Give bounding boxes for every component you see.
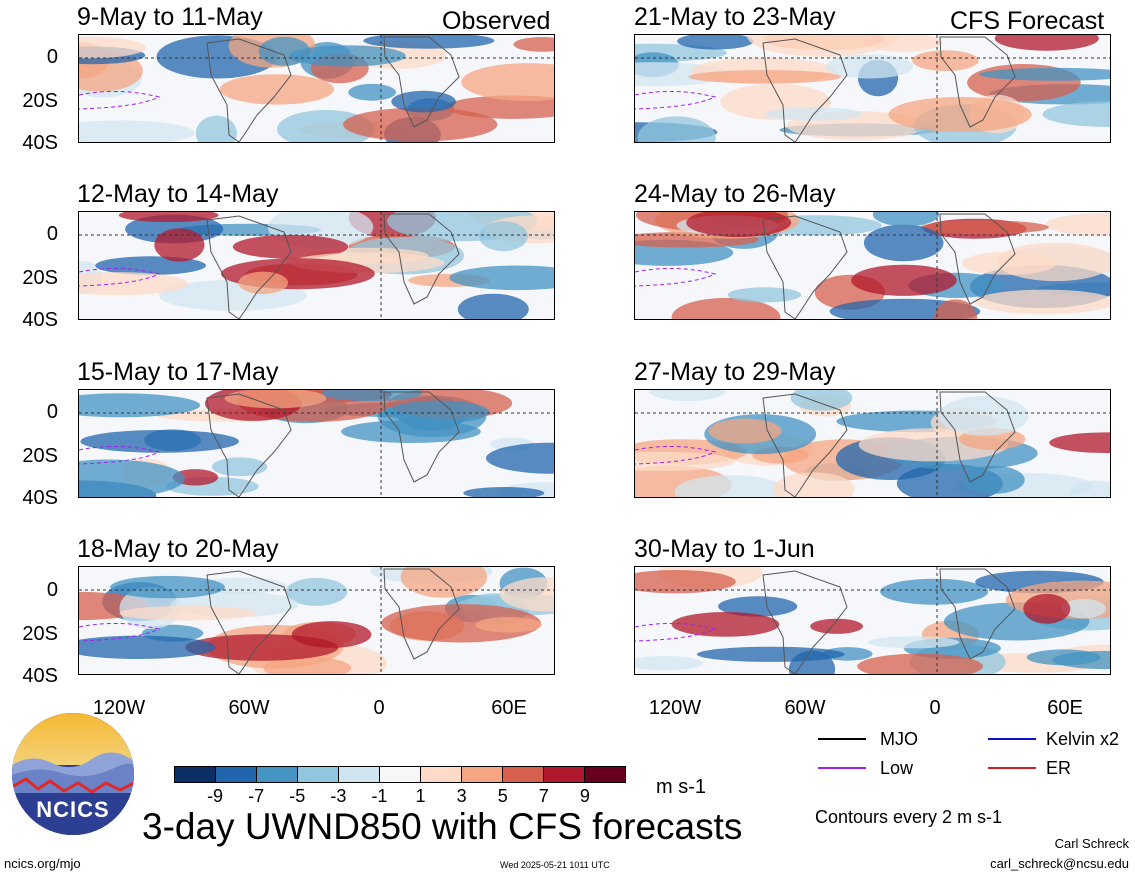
panel-title: 24-May to 26-May <box>634 180 836 208</box>
colorbar-swatch <box>216 767 257 782</box>
colorbar-swatch <box>421 767 462 782</box>
lon-label: 0 <box>929 697 941 719</box>
map-panel <box>634 34 1111 143</box>
colorbar-tick-label: 9 <box>579 786 590 806</box>
lon-label: 60W <box>784 697 826 719</box>
lon-label: 60E <box>1047 697 1083 719</box>
lat-label: 20S <box>22 267 58 289</box>
colorbar-swatch <box>339 767 380 782</box>
colorbar-tick-label: 5 <box>497 786 508 806</box>
panel-title: 30-May to 1-Jun <box>634 535 815 563</box>
footer-email[interactable]: carl_schreck@ncsu.edu <box>990 856 1129 871</box>
legend-line-kelvin <box>988 738 1036 740</box>
lat-label: 0 <box>46 46 58 68</box>
map-panel <box>78 34 555 143</box>
colorbar-swatch <box>585 767 625 782</box>
legend-label-kelvin: Kelvin x2 <box>1046 729 1120 749</box>
lat-label: 20S <box>22 623 58 645</box>
main-title: 3-day UWND850 with CFS forecasts <box>142 806 743 847</box>
colorbar-tick-label: 3 <box>456 786 467 806</box>
colorbar-swatch <box>298 767 339 782</box>
colorbar-swatch <box>544 767 585 782</box>
colorbar-swatch <box>175 767 216 782</box>
lat-label: 40S <box>22 132 58 154</box>
lon-label: 120W <box>92 697 146 719</box>
colorbar-tick-label: 1 <box>415 786 426 806</box>
panel-title: 21-May to 23-May <box>634 3 836 31</box>
logo-text: NCICS <box>36 797 110 822</box>
lon-label: 60W <box>228 697 270 719</box>
lat-label: 40S <box>22 665 58 687</box>
legend-line-er <box>988 767 1036 769</box>
lat-label: 20S <box>22 445 58 467</box>
map-graphic <box>79 35 554 142</box>
legend-line-mjo <box>818 738 866 740</box>
lat-label: 20S <box>22 90 58 112</box>
legend-label-low: Low <box>880 758 914 778</box>
lon-label: 120W <box>648 697 702 719</box>
map-panel <box>634 566 1111 675</box>
map-panel <box>78 211 555 320</box>
map-graphic <box>79 567 554 674</box>
legend-label-mjo: MJO <box>880 729 918 749</box>
legend-line-low <box>818 767 866 769</box>
colorbar-swatch <box>462 767 503 782</box>
colorbar <box>174 766 626 783</box>
colorbar-tick-label: -3 <box>330 786 347 806</box>
map-panel <box>634 211 1111 320</box>
colorbar-tick-label: 7 <box>538 786 549 806</box>
map-panel <box>78 566 555 675</box>
lat-label: 0 <box>46 223 58 245</box>
map-panel <box>78 389 555 498</box>
map-graphic <box>635 567 1110 674</box>
forecast-label: CFS Forecast <box>950 7 1105 35</box>
map-graphic <box>635 390 1110 497</box>
lon-label: 60E <box>491 697 527 719</box>
ncics-logo: NCICS <box>12 713 134 835</box>
footer-author: Carl Schreck <box>1054 836 1129 851</box>
panel-title: 27-May to 29-May <box>634 358 836 386</box>
map-panel <box>634 389 1111 498</box>
observed-label: Observed <box>442 7 551 35</box>
colorbar-swatch <box>380 767 421 782</box>
legend-label-er: ER <box>1046 758 1072 778</box>
colorbar-tick-label: -7 <box>248 786 265 806</box>
lat-label: 40S <box>22 487 58 509</box>
colorbar-units: m s-1 <box>656 776 706 798</box>
map-graphic <box>79 212 554 319</box>
map-graphic <box>635 212 1110 319</box>
panel-title: 18-May to 20-May <box>77 535 279 563</box>
colorbar-swatch <box>257 767 298 782</box>
map-graphic <box>79 390 554 497</box>
colorbar-tick-label: -9 <box>207 786 224 806</box>
panel-title: 9-May to 11-May <box>77 3 263 31</box>
lat-label: 0 <box>46 401 58 423</box>
colorbar-tick-label: -1 <box>371 786 388 806</box>
colorbar-tick-label: -5 <box>289 786 306 806</box>
lon-label: 0 <box>373 697 385 719</box>
colorbar-swatch <box>503 767 544 782</box>
lat-label: 0 <box>46 579 58 601</box>
footer-url[interactable]: ncics.org/mjo <box>4 856 81 871</box>
panel-title: 15-May to 17-May <box>77 358 279 386</box>
contour-note: Contours every 2 m s-1 <box>815 807 1003 827</box>
footer-timestamp: Wed 2025-05-21 1011 UTC <box>500 860 610 870</box>
panel-title: 12-May to 14-May <box>77 180 279 208</box>
map-graphic <box>635 35 1110 142</box>
lat-label: 40S <box>22 309 58 331</box>
